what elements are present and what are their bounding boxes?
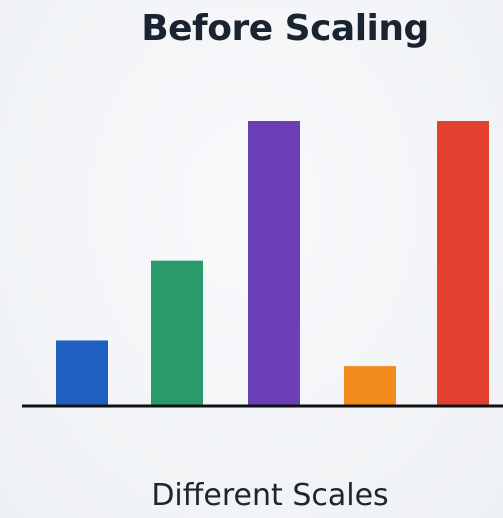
bar-3 [248,121,300,406]
bar-5 [437,121,489,406]
bar-4 [344,366,396,406]
x-axis-label: Different Scales [151,478,389,513]
bar-1 [56,340,108,406]
chart-title: Before Scaling [141,8,429,49]
bar-2 [151,260,203,406]
